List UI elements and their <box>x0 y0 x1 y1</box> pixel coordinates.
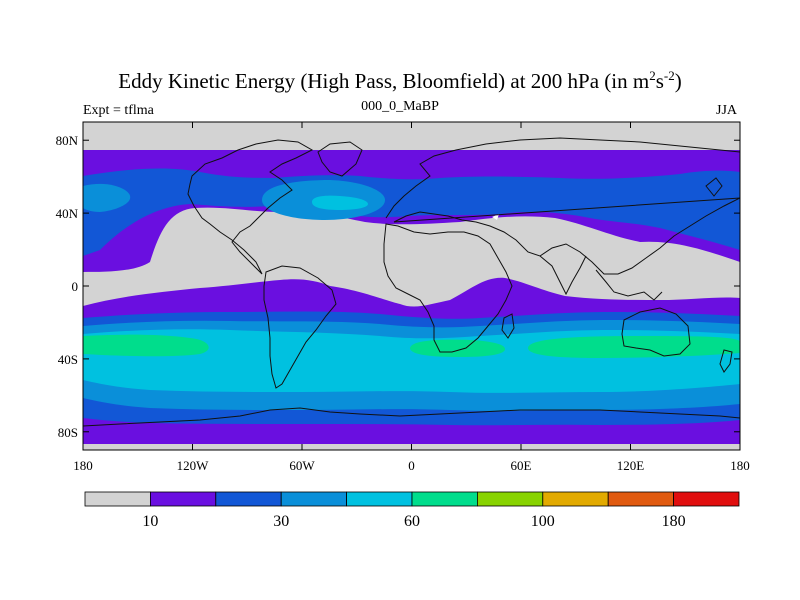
x-tick-label: 180 <box>73 458 93 473</box>
x-tick-label: 60E <box>511 458 532 473</box>
x-tick-label: 120W <box>177 458 210 473</box>
colorbar-label: 100 <box>531 513 555 530</box>
x-tick-label: 120E <box>617 458 645 473</box>
coast-madagascar <box>501 313 515 339</box>
colorbar-label: 10 <box>142 513 158 530</box>
coast-eurasia <box>385 137 740 275</box>
colorbar-swatch-1 <box>149 491 217 507</box>
colorbar-swatch-4 <box>346 491 413 507</box>
nh-level-2 <box>83 168 740 256</box>
coast-africa <box>383 223 513 353</box>
y-axis: 80N 40N 0 40S 80S <box>56 133 740 440</box>
colorbar-swatch-9 <box>673 491 740 507</box>
colorbar-swatch-7 <box>542 491 609 507</box>
colorbar-label: 180 <box>662 513 686 530</box>
colorbar-swatch-8 <box>607 491 675 507</box>
nh-level-4-jet <box>312 195 368 210</box>
coast-north-america <box>187 139 314 275</box>
season-label: JJA <box>716 103 738 118</box>
x-axis: 180 120W 60W 0 60E 120E 180 <box>73 122 750 473</box>
polar-band-level-1 <box>83 429 740 440</box>
coastlines <box>83 137 740 427</box>
sh-island-pacific <box>258 241 281 254</box>
coast-southeast-asia <box>595 269 663 301</box>
chart-subtitle: 000_0_MaBP <box>361 99 439 114</box>
coast-india <box>539 255 587 296</box>
sh-level-5-pacific <box>83 334 209 357</box>
colorbar-label: 60 <box>404 513 420 530</box>
experiment-label: Expt = tflma <box>83 103 154 118</box>
contour-fill <box>83 122 740 450</box>
coast-antarctica <box>83 407 740 427</box>
y-tick-label: 40S <box>58 352 78 367</box>
colorbar-swatch-2 <box>215 491 282 507</box>
colorbar-swatch-3 <box>280 491 348 507</box>
y-tick-label: 80S <box>58 425 78 440</box>
coast-japan <box>705 177 723 197</box>
sh-level-5-atlantic <box>528 336 740 358</box>
chart-title: Eddy Kinetic Energy (High Pass, Bloomfie… <box>118 68 682 93</box>
colorbar-label: 30 <box>273 513 289 530</box>
colorbar-swatch-0 <box>84 491 151 507</box>
x-tick-label: 60W <box>289 458 315 473</box>
x-tick-label: 180 <box>730 458 750 473</box>
y-tick-label: 40N <box>56 206 79 221</box>
colorbar-swatch-6 <box>476 491 544 507</box>
sh-level-5-indian <box>410 339 505 357</box>
y-tick-label: 80N <box>56 133 79 148</box>
sh-island-africa <box>492 214 499 220</box>
coast-south-america <box>263 265 337 389</box>
coast-australia <box>621 307 691 357</box>
y-tick-label: 0 <box>72 279 79 294</box>
colorbar: 10 30 60 100 180 <box>84 491 740 530</box>
coast-greenland <box>317 141 363 177</box>
colorbar-swatch-5 <box>411 491 478 507</box>
nh-level-3-pacific <box>83 183 131 212</box>
coast-new-zealand <box>719 349 733 373</box>
x-tick-label: 0 <box>408 458 415 473</box>
